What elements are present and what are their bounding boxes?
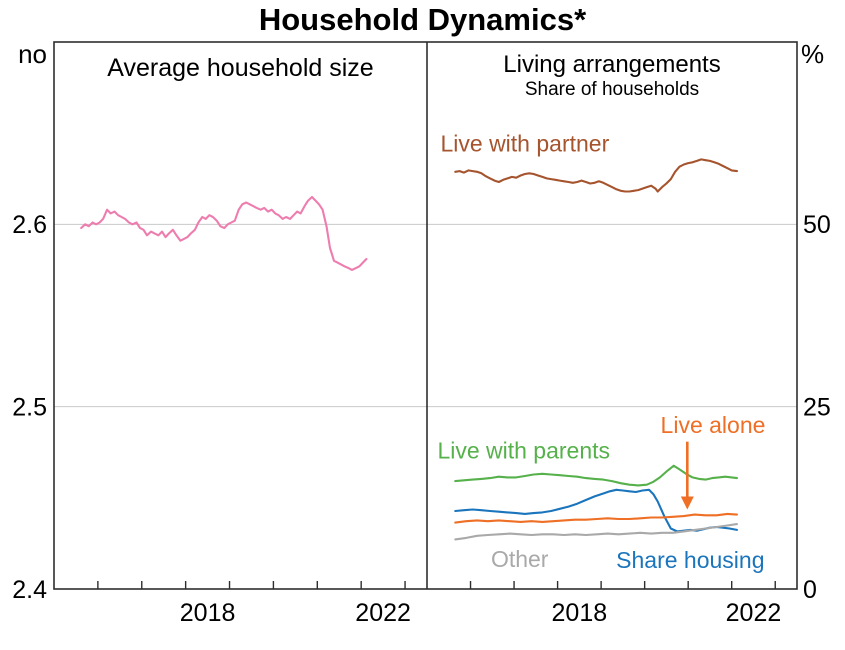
series-label-other: Other bbox=[491, 546, 549, 572]
live-alone-arrow-head bbox=[680, 496, 694, 510]
chart-title: Household Dynamics* bbox=[258, 2, 587, 37]
series-other bbox=[454, 523, 738, 541]
x-tick-label-2018: 2018 bbox=[552, 599, 608, 627]
right-panel-subtitle: Share of households bbox=[524, 79, 700, 100]
series-avg-household-size bbox=[80, 195, 368, 271]
series-share-housing bbox=[454, 488, 738, 533]
right-axis-unit: % bbox=[801, 39, 825, 69]
series-live-with-partner bbox=[454, 158, 738, 193]
panel-left: 2018 2022 2.4 2.5 2.6 bbox=[12, 195, 427, 627]
y-tick-label-2.6: 2.6 bbox=[12, 211, 47, 239]
right-panel-title: Living arrangements bbox=[503, 51, 721, 78]
y-tick-label-2.5: 2.5 bbox=[12, 393, 47, 421]
series-label-live-with-parents: Live with parents bbox=[437, 437, 610, 463]
y-tick-label-25: 25 bbox=[803, 393, 831, 421]
series-label-share-housing: Share housing bbox=[616, 547, 764, 573]
series-label-live-alone: Live alone bbox=[661, 412, 766, 438]
y-tick-label-50: 50 bbox=[803, 211, 831, 239]
plot-frame bbox=[53, 41, 798, 590]
y-tick-label-0: 0 bbox=[803, 576, 817, 604]
x-tick-label-2018: 2018 bbox=[180, 599, 236, 627]
x-tick-label-2022: 2022 bbox=[726, 599, 782, 627]
series-live-alone bbox=[454, 512, 738, 524]
x-tick-label-2022: 2022 bbox=[355, 599, 411, 627]
series-live-with-parents bbox=[454, 464, 738, 487]
left-panel-title: Average household size bbox=[107, 54, 374, 82]
series-label-live-with-partner: Live with partner bbox=[440, 130, 609, 156]
y-tick-label-2.4: 2.4 bbox=[12, 576, 47, 604]
panel-right: 2018 2022 0 25 50 Live with partner Live with … bbox=[427, 130, 831, 627]
left-axis-unit: no bbox=[18, 39, 47, 69]
